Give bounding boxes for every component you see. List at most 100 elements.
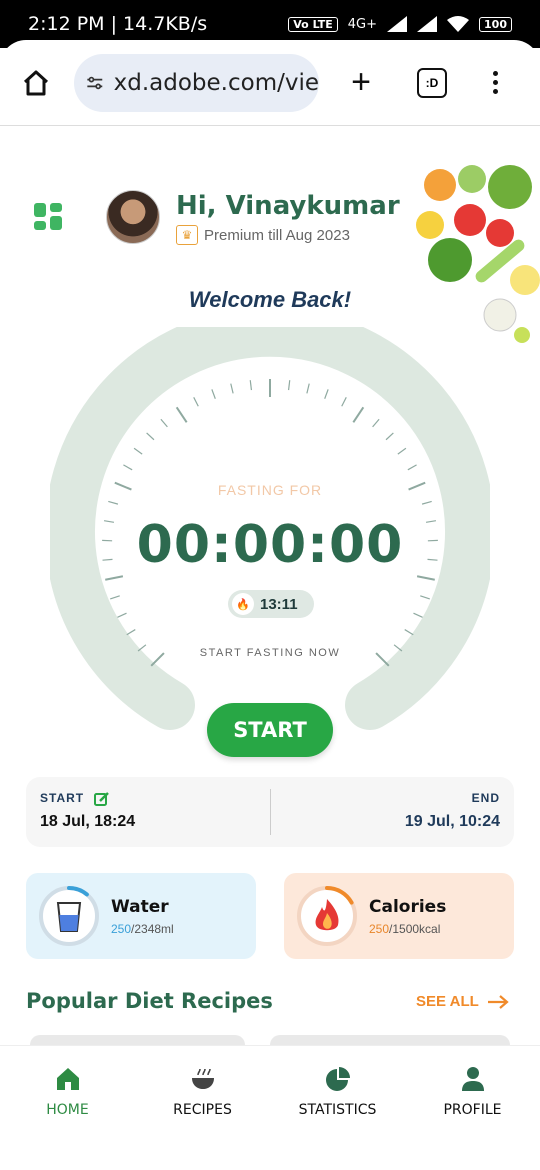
end-time-value[interactable]: 19 Jul, 10:24 (405, 813, 500, 831)
nav-statistics[interactable]: STATISTICS (270, 1046, 405, 1170)
home-icon (55, 1066, 81, 1092)
nav-recipes[interactable]: RECIPES (135, 1046, 270, 1170)
dashboard-menu-icon[interactable] (34, 203, 64, 233)
vegetables-illustration (410, 165, 540, 345)
water-progress-ring (38, 885, 100, 947)
dial-tick (353, 407, 363, 422)
dial-tick (177, 407, 187, 422)
edit-icon[interactable] (94, 791, 110, 807)
dial-tick (420, 596, 430, 599)
start-label-text: START (40, 791, 84, 805)
dial-tick (307, 384, 309, 394)
dial-tick (127, 630, 136, 635)
pill-time: 13:11 (260, 596, 298, 613)
dial-tick (398, 448, 406, 454)
url-text: xd.adobe.com/vie (114, 70, 319, 96)
app-content: Hi, Vinaykumar ♛ Premium till Aug 2023 W… (0, 127, 540, 1045)
avatar[interactable] (106, 190, 160, 244)
premium-text: Premium till Aug 2023 (204, 227, 350, 244)
water-current: 250 (111, 922, 131, 936)
site-settings-icon[interactable] (86, 72, 104, 94)
nav-profile[interactable]: PROFILE (405, 1046, 540, 1170)
status-time-speed: 2:12 PM | 14.7KB/s (28, 13, 288, 35)
flame-icon: 🔥 (232, 593, 254, 615)
dial-tick (422, 501, 432, 504)
dial-tick (386, 433, 393, 440)
volte-icon: Vo LTE (288, 17, 338, 32)
dial-tick (194, 397, 199, 406)
bowl-icon (190, 1066, 216, 1092)
calories-title: Calories (369, 897, 446, 917)
recipe-card[interactable] (270, 1035, 510, 1045)
start-button[interactable]: START (207, 703, 333, 757)
dial-tick (161, 419, 167, 427)
calories-amount: 250/1500kcal (369, 922, 440, 936)
end-time-label: END (472, 791, 500, 805)
water-amount: 250/2348ml (111, 922, 174, 936)
arrow-right-icon (487, 995, 509, 1009)
see-all-link[interactable]: SEE ALL (416, 993, 509, 1010)
see-all-text: SEE ALL (416, 993, 479, 1010)
dial-tick (325, 389, 328, 398)
nav-home-label: HOME (46, 1102, 88, 1118)
start-time-value[interactable]: 18 Jul, 18:24 (40, 813, 135, 831)
signal-icon (387, 16, 407, 32)
dial-tick (417, 576, 435, 580)
nav-profile-label: PROFILE (443, 1102, 501, 1118)
browser-home-button[interactable] (18, 65, 54, 101)
schedule-divider (270, 789, 271, 835)
welcome-text: Welcome Back! (0, 287, 540, 313)
browser-toolbar: xd.adobe.com/vie + :D (0, 40, 540, 126)
fasting-timer: 00:00:00 (0, 515, 540, 575)
user-greeting: Hi, Vinaykumar (176, 191, 400, 221)
calories-current: 250 (369, 922, 389, 936)
calories-progress-ring (296, 885, 358, 947)
tab-switcher-button[interactable]: :D (417, 68, 447, 98)
dial-tick (108, 501, 118, 504)
dial-tick (231, 384, 233, 394)
water-title: Water (111, 897, 169, 917)
dial-tick (212, 389, 215, 398)
dial-tick (289, 380, 290, 390)
water-card[interactable]: Water 250/2348ml (26, 873, 256, 959)
nav-recipes-label: RECIPES (173, 1102, 232, 1118)
dial-tick (405, 630, 414, 635)
dial-tick (105, 576, 123, 580)
nav-home[interactable]: HOME (0, 1046, 135, 1170)
premium-status: ♛ Premium till Aug 2023 (176, 225, 350, 245)
dial-tick (373, 419, 379, 427)
bottom-navigation: HOME RECIPES STATISTICS PROFILE (0, 1045, 540, 1170)
crown-icon: ♛ (176, 225, 198, 245)
nav-statistics-label: STATISTICS (299, 1102, 377, 1118)
dial-tick (250, 380, 251, 390)
schedule-card: START 18 Jul, 18:24 END 19 Jul, 10:24 (26, 777, 514, 847)
home-outline-icon (21, 68, 51, 98)
url-bar[interactable]: xd.adobe.com/vie (74, 54, 319, 112)
dial-tick (134, 448, 142, 454)
battery-icon: 100 (479, 17, 512, 32)
signal-icon-2 (417, 16, 437, 32)
fasting-time-pill: 🔥 13:11 (228, 590, 314, 618)
popular-recipes-title: Popular Diet Recipes (26, 989, 273, 1013)
start-fasting-hint: START FASTING NOW (0, 647, 540, 659)
dial-tick (110, 596, 120, 599)
new-tab-button[interactable]: + (343, 63, 379, 102)
recipe-card[interactable] (30, 1035, 245, 1045)
water-total: /2348ml (131, 922, 174, 936)
network-label: 4G+ (348, 17, 377, 32)
dial-tick (147, 433, 154, 440)
dial-tick (342, 397, 347, 406)
dial-tick (413, 613, 422, 617)
dial-tick (123, 465, 132, 470)
person-icon (460, 1066, 486, 1092)
start-time-label: START (40, 791, 110, 807)
dial-tick (117, 613, 126, 617)
dial-tick (408, 465, 417, 470)
calories-card[interactable]: Calories 250/1500kcal (284, 873, 514, 959)
fasting-for-label: FASTING FOR (0, 482, 540, 498)
wifi-icon (447, 16, 469, 32)
calories-total: /1500kcal (389, 922, 440, 936)
pie-chart-icon (325, 1066, 351, 1092)
browser-menu-button[interactable] (493, 71, 498, 94)
status-icons: Vo LTE 4G+ 100 (288, 16, 512, 32)
